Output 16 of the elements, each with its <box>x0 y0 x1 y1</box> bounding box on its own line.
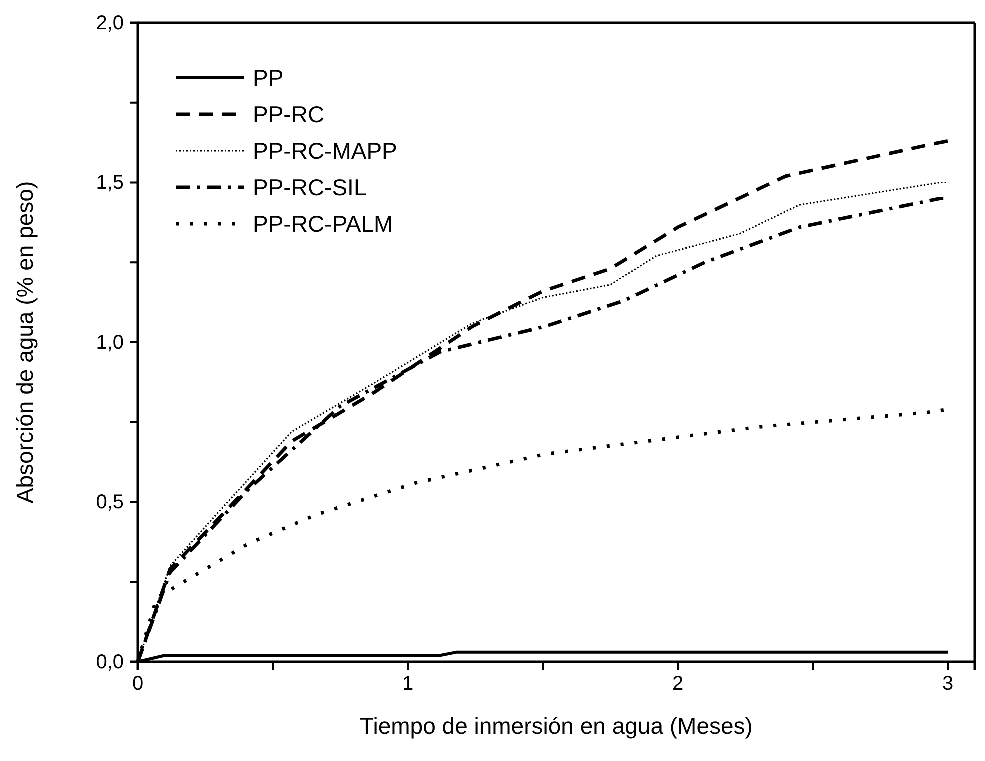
y-tick-label: 0,0 <box>96 651 124 674</box>
y-tick-label: 1,0 <box>96 332 124 354</box>
legend-label: PP <box>253 65 284 91</box>
legend-label: PP-RC-PALM <box>253 211 394 237</box>
legend-label: PP-RC-SIL <box>253 174 367 200</box>
x-tick-label: 0 <box>132 673 144 696</box>
y-tick-label: 2,0 <box>96 12 124 34</box>
legend-label: PP-RC-MAPP <box>253 138 398 164</box>
x-tick-label: 3 <box>942 673 954 696</box>
x-axis-title: Tiempo de inmersión en agua (Meses) <box>360 713 753 739</box>
x-tick-label: 2 <box>672 673 684 696</box>
x-tick-label: 1 <box>402 673 414 696</box>
y-axis-title: Absorción de agua (% en peso) <box>12 181 38 504</box>
y-tick-label: 0,5 <box>96 492 124 514</box>
y-tick-label: 1,5 <box>96 172 124 194</box>
legend-label: PP-RC <box>253 102 325 128</box>
